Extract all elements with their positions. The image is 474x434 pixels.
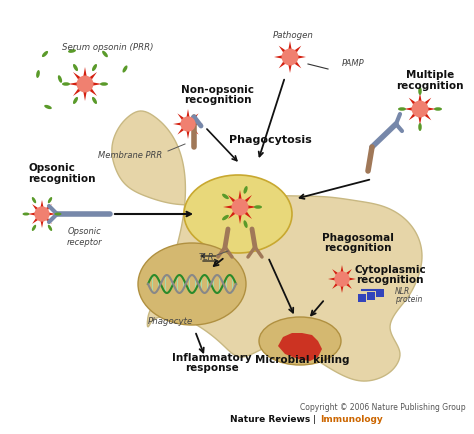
Text: Phagocyte: Phagocyte <box>148 317 193 326</box>
Text: recognition: recognition <box>28 174 95 184</box>
Ellipse shape <box>36 71 40 79</box>
Circle shape <box>231 199 248 216</box>
Ellipse shape <box>138 243 246 325</box>
Text: receptor: receptor <box>67 238 103 247</box>
Polygon shape <box>404 94 436 126</box>
Ellipse shape <box>100 83 108 86</box>
Polygon shape <box>28 201 56 228</box>
Ellipse shape <box>48 225 52 231</box>
Ellipse shape <box>184 176 292 253</box>
Ellipse shape <box>42 52 48 58</box>
Text: Phagosomal: Phagosomal <box>322 233 394 243</box>
Ellipse shape <box>58 76 62 84</box>
Text: Non-opsonic: Non-opsonic <box>182 85 255 95</box>
Ellipse shape <box>418 88 422 96</box>
Ellipse shape <box>418 124 422 132</box>
Polygon shape <box>328 265 356 293</box>
Polygon shape <box>173 110 203 140</box>
Bar <box>358 294 366 302</box>
Circle shape <box>180 117 196 132</box>
Ellipse shape <box>32 225 36 231</box>
Text: response: response <box>185 362 239 372</box>
Text: Inflammatory: Inflammatory <box>172 352 252 362</box>
Polygon shape <box>112 112 422 381</box>
Ellipse shape <box>259 317 341 365</box>
Circle shape <box>334 272 350 287</box>
Polygon shape <box>274 42 306 74</box>
Text: Microbial killing: Microbial killing <box>255 354 349 364</box>
Ellipse shape <box>55 213 62 216</box>
Circle shape <box>34 207 50 222</box>
Bar <box>376 289 384 297</box>
Ellipse shape <box>222 215 229 221</box>
Ellipse shape <box>44 105 52 110</box>
Circle shape <box>411 101 428 118</box>
Text: recognition: recognition <box>356 274 424 284</box>
Ellipse shape <box>73 98 78 105</box>
Text: recognition: recognition <box>324 243 392 253</box>
Text: Cytoplasmic: Cytoplasmic <box>354 264 426 274</box>
Text: Multiple: Multiple <box>406 70 454 80</box>
Circle shape <box>76 76 93 93</box>
Text: Copyright © 2006 Nature Publishing Group: Copyright © 2006 Nature Publishing Group <box>301 403 466 411</box>
Text: Serum opsonin (PRR): Serum opsonin (PRR) <box>62 43 154 53</box>
Ellipse shape <box>254 206 262 209</box>
Polygon shape <box>223 191 257 224</box>
Ellipse shape <box>398 108 406 112</box>
Text: Immunology: Immunology <box>320 414 383 424</box>
Text: Phagocytosis: Phagocytosis <box>228 135 311 145</box>
Text: PAMP: PAMP <box>342 58 365 67</box>
Text: TLR: TLR <box>199 253 214 262</box>
Circle shape <box>282 49 299 66</box>
Ellipse shape <box>73 65 78 72</box>
Polygon shape <box>278 333 322 361</box>
Text: recognition: recognition <box>396 81 464 91</box>
Text: Nature Reviews: Nature Reviews <box>230 414 310 424</box>
Ellipse shape <box>92 65 97 72</box>
Ellipse shape <box>92 98 97 105</box>
Ellipse shape <box>244 221 247 228</box>
Ellipse shape <box>62 83 70 86</box>
Ellipse shape <box>22 213 29 216</box>
Ellipse shape <box>48 197 52 204</box>
Ellipse shape <box>32 197 36 204</box>
Text: Opsonic: Opsonic <box>68 227 102 236</box>
Text: NLR: NLR <box>395 287 410 296</box>
Ellipse shape <box>102 52 108 58</box>
Text: Opsonic: Opsonic <box>28 163 75 173</box>
Bar <box>367 293 375 300</box>
Text: protein: protein <box>395 295 422 304</box>
Text: Membrane PRR: Membrane PRR <box>98 150 162 159</box>
Ellipse shape <box>244 187 247 194</box>
Ellipse shape <box>222 194 229 200</box>
Text: recognition: recognition <box>184 95 252 105</box>
Ellipse shape <box>434 108 442 112</box>
Text: |: | <box>313 414 316 424</box>
Ellipse shape <box>68 50 76 54</box>
Text: Pathogen: Pathogen <box>273 30 313 39</box>
Polygon shape <box>68 68 102 102</box>
Ellipse shape <box>122 66 128 73</box>
